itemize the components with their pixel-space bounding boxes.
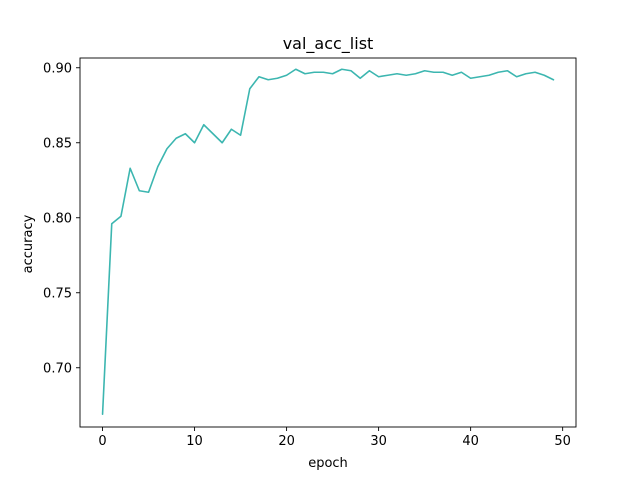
y-tick-label-1: 0.75 xyxy=(43,286,72,301)
y-tick-label-0: 0.70 xyxy=(43,361,72,376)
y-tick-label-2: 0.80 xyxy=(43,211,72,226)
y-tick-label-4: 0.90 xyxy=(43,61,72,76)
axes-frame xyxy=(79,57,577,428)
x-axis-label: epoch xyxy=(308,456,348,471)
y-axis-label: accuracy xyxy=(21,214,36,273)
series-line-0 xyxy=(101,68,555,416)
x-tick-label-0: 0 xyxy=(98,434,106,449)
x-tick-label-1: 10 xyxy=(186,434,203,449)
x-tick-label-2: 20 xyxy=(278,434,295,449)
x-tick-label-3: 30 xyxy=(370,434,387,449)
chart-title: val_acc_list xyxy=(283,34,374,54)
x-tick-label-4: 40 xyxy=(462,434,479,449)
plot-area: 0 10 20 30 40 50 0.70 0.75 0.80 0.85 0.90 xyxy=(43,57,577,449)
y-tick-label-3: 0.85 xyxy=(43,136,72,151)
x-tick-label-5: 50 xyxy=(554,434,571,449)
